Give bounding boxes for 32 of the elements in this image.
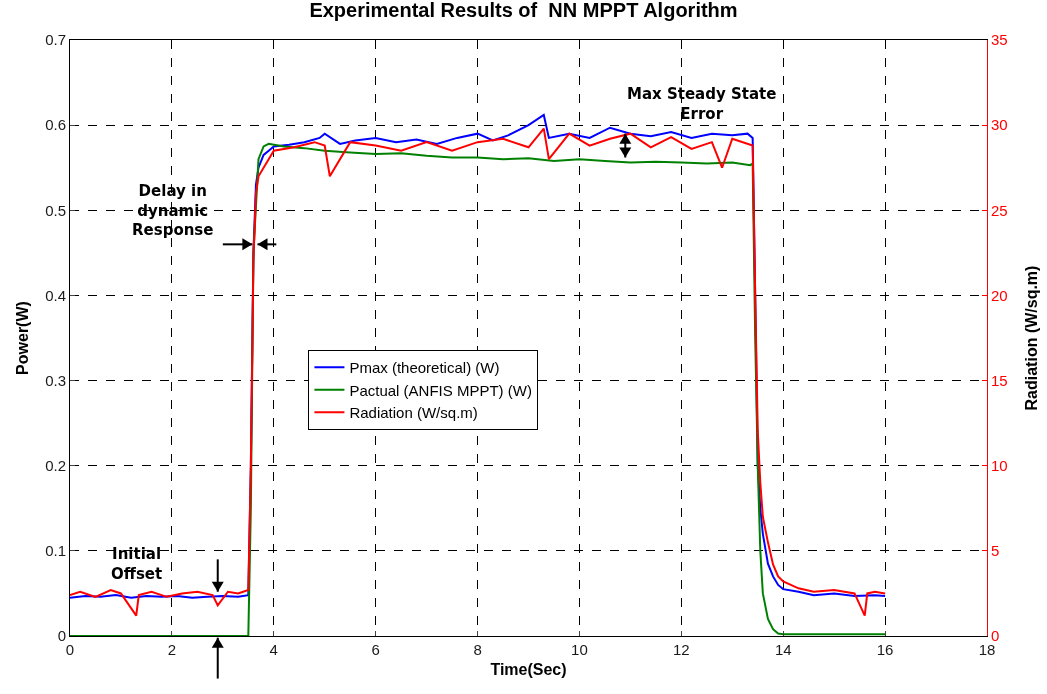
x-tick-label: 4 <box>269 641 278 658</box>
annotation: Max Steady State Error <box>627 85 777 123</box>
x-axis-title: Time(Sec) <box>490 660 567 678</box>
y-tick-label: 0.4 <box>45 286 66 304</box>
legend-label: Pactual (ANFIS MPPT) (W) <box>349 381 532 399</box>
x-tick-label: 14 <box>774 641 792 658</box>
x-tick-label: 2 <box>167 641 177 658</box>
y-tick-label: 0.5 <box>45 201 66 219</box>
legend-label: Radiation (W/sq.m) <box>349 404 478 422</box>
y2-tick-label: 15 <box>991 371 1008 389</box>
chart-title: Experimental Results of NN MPPT Algorithm <box>309 0 738 22</box>
x-tick-label: 8 <box>473 641 482 658</box>
y2-tick-label: 5 <box>991 542 1000 560</box>
x-tick-label: 10 <box>571 641 588 658</box>
y2-tick-label: 30 <box>991 116 1008 134</box>
x-tick-label: 6 <box>371 641 380 658</box>
y-tick-label: 0.7 <box>45 31 66 49</box>
y2-axis-title: Radiation (W/sq.m) <box>1023 265 1040 411</box>
y-tick-label: 0.1 <box>45 542 66 560</box>
y-tick-label: 0.3 <box>45 371 66 389</box>
y2-tick-label: 25 <box>991 201 1008 219</box>
legend-label: Pmax (theoretical) (W) <box>349 359 500 377</box>
y2-tick-label: 35 <box>991 31 1008 49</box>
y-tick-label: 0 <box>57 627 66 645</box>
y2-tick-label: 20 <box>991 286 1008 304</box>
y-tick-label: 0.2 <box>45 456 66 474</box>
x-tick-label: 16 <box>876 641 894 658</box>
annotation: Initial Offset <box>111 545 163 583</box>
y-axis-title: Power(W) <box>14 301 31 375</box>
y2-tick-label: 10 <box>991 456 1008 474</box>
y-tick-label: 0.6 <box>45 116 66 134</box>
x-tick-label: 12 <box>672 641 690 658</box>
